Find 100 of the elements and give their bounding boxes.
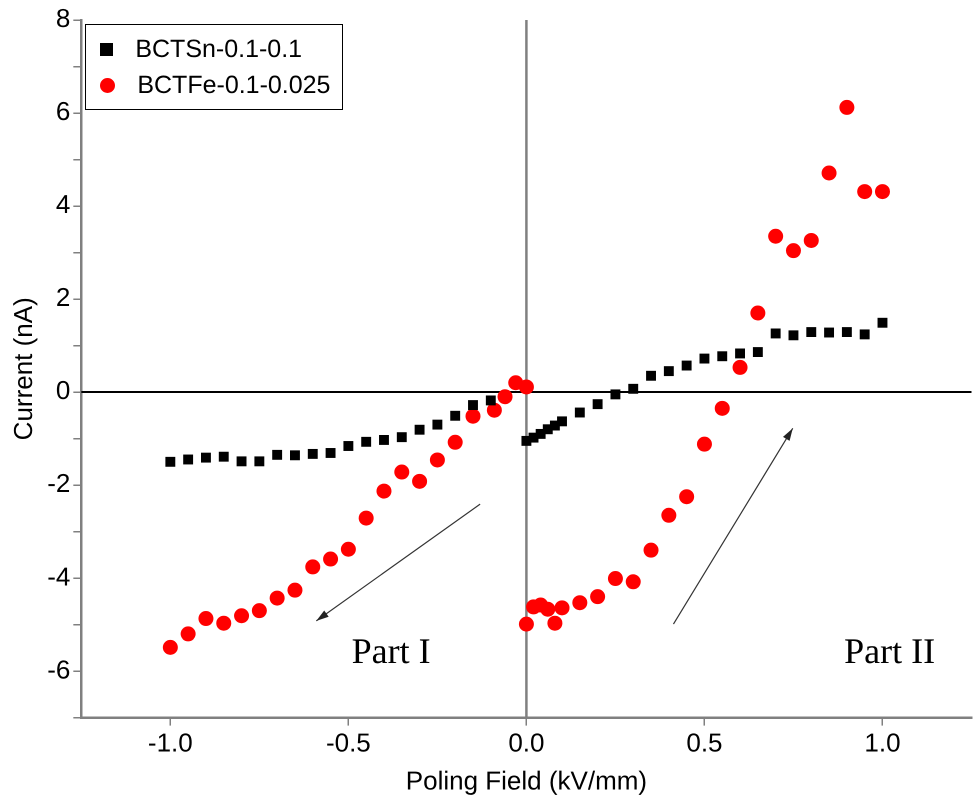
- point: [679, 489, 694, 504]
- point: [180, 626, 196, 642]
- y-tick-label: -6: [47, 654, 70, 684]
- point: [822, 166, 837, 181]
- legend-label: BCTFe-0.1-0.025: [137, 70, 330, 101]
- point: [432, 420, 442, 430]
- point: [661, 508, 676, 523]
- x-tick-label: 1.0: [864, 727, 901, 758]
- y-tick-label: 4: [56, 189, 70, 220]
- point: [323, 552, 338, 567]
- point: [547, 616, 562, 631]
- point: [412, 474, 428, 489]
- point: [626, 574, 641, 590]
- y-tick-label: 2: [56, 282, 70, 312]
- point: [162, 640, 178, 655]
- point: [804, 232, 819, 248]
- point: [518, 616, 534, 632]
- point: [540, 602, 556, 617]
- point: [305, 559, 320, 574]
- point: [486, 395, 496, 406]
- point: [414, 424, 425, 435]
- point: [308, 448, 318, 459]
- point: [557, 416, 567, 426]
- point: [236, 456, 246, 466]
- point: [486, 402, 502, 418]
- point: [664, 366, 674, 376]
- point: [574, 408, 585, 418]
- point: [394, 464, 410, 480]
- point: [717, 351, 728, 362]
- legend-label: BCTSn-0.1-0.1: [135, 34, 302, 65]
- point: [878, 318, 888, 328]
- point: [468, 400, 478, 410]
- point: [752, 347, 763, 358]
- y-axis-title: Current (nA): [8, 297, 38, 440]
- point: [216, 616, 232, 631]
- point: [554, 600, 570, 616]
- point: [646, 370, 656, 381]
- point: [343, 441, 354, 451]
- point: [287, 582, 302, 598]
- point: [860, 329, 870, 340]
- point: [254, 456, 264, 466]
- point: [450, 410, 460, 421]
- point: [714, 400, 730, 416]
- point: [770, 328, 781, 338]
- point: [165, 456, 176, 467]
- point: [628, 384, 638, 394]
- x-tick-label: 0.0: [508, 727, 544, 758]
- point: [252, 603, 267, 618]
- point: [361, 436, 372, 447]
- point: [198, 611, 214, 626]
- point: [183, 454, 194, 464]
- point: [200, 452, 211, 463]
- point: [842, 327, 852, 338]
- x-axis-title: Poling Field (kV/mm): [406, 766, 648, 796]
- point: [234, 608, 250, 624]
- point: [430, 452, 445, 468]
- point: [218, 452, 229, 462]
- point: [750, 305, 766, 320]
- point: [466, 408, 480, 424]
- y-tick-label: 0: [56, 375, 70, 406]
- point: [396, 432, 407, 442]
- point: [379, 435, 389, 445]
- point: [857, 184, 872, 200]
- point: [572, 595, 588, 610]
- point: [839, 100, 854, 115]
- point: [874, 184, 890, 200]
- point: [786, 243, 801, 258]
- point: [768, 228, 784, 244]
- point: [592, 399, 603, 410]
- point: [806, 327, 816, 338]
- point: [608, 571, 623, 586]
- point: [326, 448, 336, 458]
- y-tick-label: 8: [56, 3, 70, 34]
- x-tick-label: -1.0: [148, 727, 193, 758]
- y-tick-label: 6: [56, 96, 70, 126]
- point: [498, 389, 513, 404]
- y-tick-label: -2: [47, 468, 70, 498]
- point: [290, 450, 300, 460]
- y-tick-label: -4: [47, 561, 70, 592]
- point: [272, 450, 282, 460]
- point: [732, 360, 748, 375]
- point: [270, 590, 285, 606]
- point: [824, 328, 834, 338]
- point: [448, 434, 463, 450]
- point: [590, 589, 606, 604]
- annotation: Part II: [844, 630, 936, 672]
- x-tick-label: -0.5: [326, 727, 371, 758]
- point: [358, 510, 374, 526]
- x-tick-label: 0.5: [686, 727, 723, 758]
- point: [788, 330, 798, 340]
- point: [735, 348, 746, 358]
- point: [518, 379, 534, 394]
- point: [610, 389, 620, 400]
- point: [376, 484, 392, 499]
- point: [696, 436, 712, 452]
- annotation: Part I: [352, 630, 431, 672]
- point: [682, 360, 692, 370]
- point: [644, 542, 659, 558]
- point: [340, 542, 356, 557]
- point: [699, 354, 710, 364]
